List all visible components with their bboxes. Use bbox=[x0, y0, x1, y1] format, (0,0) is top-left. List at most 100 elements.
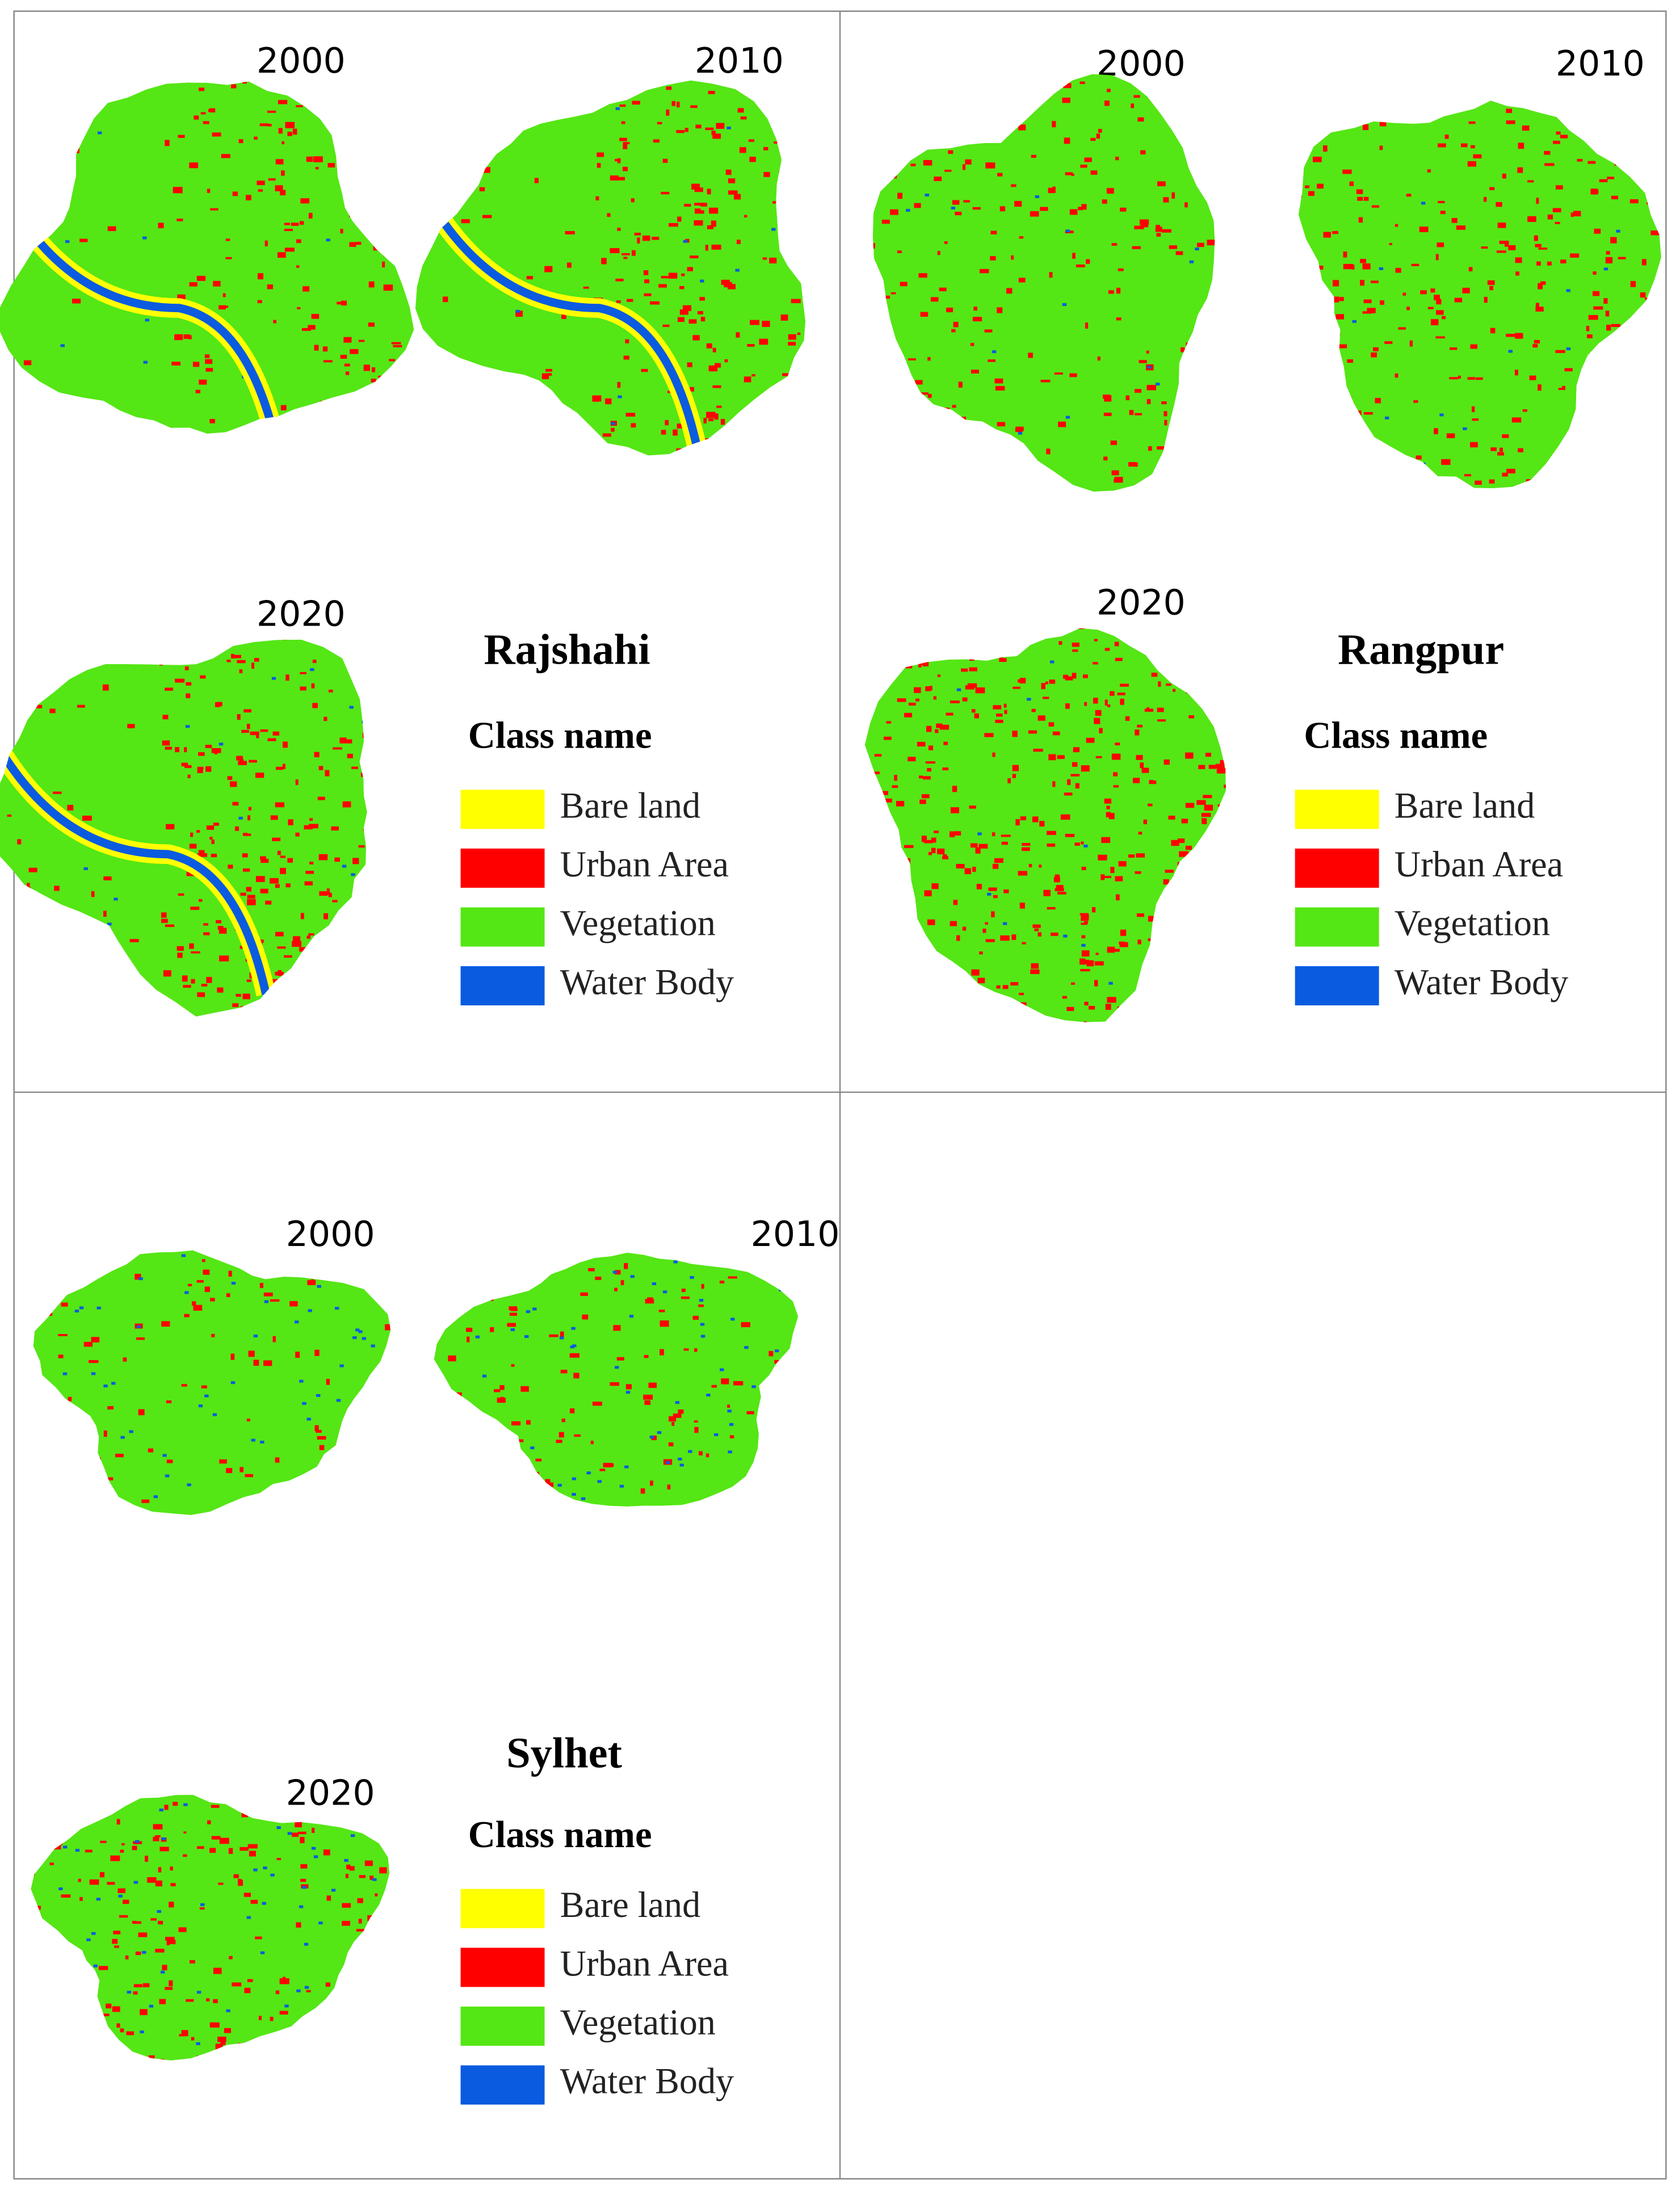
urban-patch bbox=[1111, 243, 1118, 246]
urban-patch bbox=[894, 775, 897, 781]
urban-patch bbox=[510, 1457, 519, 1461]
urban-patch bbox=[930, 297, 939, 302]
urban-patch bbox=[1331, 296, 1339, 303]
urban-patch bbox=[1162, 1012, 1166, 1017]
urban-patch bbox=[905, 858, 911, 864]
urban-patch bbox=[987, 991, 994, 996]
urban-patch bbox=[627, 299, 633, 302]
urban-patch bbox=[201, 1779, 209, 1781]
urban-patch bbox=[1072, 649, 1078, 652]
urban-patch bbox=[33, 1282, 43, 1285]
urban-patch bbox=[358, 104, 363, 107]
urban-patch bbox=[897, 192, 903, 199]
urban-patch bbox=[140, 2009, 148, 2015]
water-patch bbox=[260, 1951, 265, 1954]
urban-patch bbox=[375, 400, 378, 404]
urban-patch bbox=[1237, 317, 1244, 321]
urban-patch bbox=[1583, 120, 1593, 124]
urban-patch bbox=[989, 1001, 996, 1006]
urban-patch bbox=[1049, 272, 1053, 278]
water-patch bbox=[1421, 462, 1426, 465]
urban-patch bbox=[869, 92, 872, 95]
urban-patch bbox=[625, 413, 636, 417]
urban-patch bbox=[617, 158, 621, 163]
urban-patch bbox=[1434, 295, 1440, 300]
urban-patch bbox=[872, 243, 875, 249]
legend-label: Water Body bbox=[1395, 962, 1568, 1002]
urban-patch bbox=[929, 686, 933, 691]
urban-patch bbox=[1081, 841, 1084, 845]
urban-patch bbox=[1629, 199, 1639, 204]
urban-patch bbox=[393, 345, 402, 347]
urban-patch bbox=[872, 313, 875, 319]
urban-patch bbox=[1186, 680, 1194, 683]
urban-patch bbox=[1224, 784, 1227, 788]
urban-patch bbox=[376, 948, 379, 952]
urban-patch bbox=[1312, 430, 1320, 436]
urban-patch bbox=[621, 253, 630, 255]
urban-patch bbox=[666, 86, 672, 90]
urban-patch bbox=[70, 938, 80, 942]
urban-patch bbox=[1040, 379, 1051, 383]
urban-patch bbox=[360, 925, 366, 930]
urban-patch bbox=[398, 1293, 406, 1296]
urban-patch bbox=[300, 1479, 304, 1484]
urban-patch bbox=[1502, 434, 1509, 438]
urban-patch bbox=[110, 1855, 120, 1861]
urban-patch bbox=[694, 220, 703, 226]
urban-patch bbox=[1230, 643, 1239, 645]
urban-patch bbox=[1046, 448, 1051, 455]
water-patch bbox=[306, 1417, 311, 1421]
water-patch bbox=[469, 1461, 474, 1465]
urban-patch bbox=[669, 1416, 677, 1422]
urban-patch bbox=[71, 1823, 75, 1830]
urban-patch bbox=[1570, 453, 1575, 457]
urban-patch bbox=[1165, 870, 1174, 873]
urban-patch bbox=[1481, 60, 1488, 65]
urban-patch bbox=[883, 933, 891, 938]
water-patch bbox=[142, 236, 147, 240]
urban-patch bbox=[638, 1522, 645, 1525]
urban-patch bbox=[378, 693, 382, 699]
urban-patch bbox=[890, 877, 894, 882]
urban-patch bbox=[1018, 871, 1028, 876]
urban-patch bbox=[583, 286, 589, 289]
urban-patch bbox=[215, 1229, 223, 1234]
urban-patch bbox=[1106, 805, 1110, 809]
urban-patch bbox=[201, 1385, 207, 1388]
water-patch bbox=[111, 1382, 116, 1385]
urban-patch bbox=[448, 1460, 453, 1466]
urban-patch bbox=[1230, 241, 1235, 245]
urban-patch bbox=[941, 408, 950, 413]
urban-patch bbox=[287, 132, 292, 136]
urban-patch bbox=[1011, 255, 1014, 260]
urban-patch bbox=[1437, 242, 1444, 247]
urban-patch bbox=[1335, 464, 1343, 471]
urban-patch bbox=[448, 1355, 456, 1362]
urban-patch bbox=[348, 1006, 357, 1012]
urban-patch bbox=[1072, 253, 1076, 259]
urban-patch bbox=[309, 862, 314, 865]
urban-patch bbox=[822, 263, 825, 267]
urban-patch bbox=[874, 754, 882, 757]
urban-patch bbox=[1179, 920, 1185, 925]
urban-patch bbox=[617, 381, 621, 388]
urban-patch bbox=[393, 111, 400, 114]
urban-patch bbox=[606, 1240, 611, 1244]
urban-patch bbox=[883, 992, 892, 996]
urban-patch bbox=[883, 919, 889, 922]
urban-patch bbox=[1227, 937, 1230, 939]
urban-patch bbox=[1515, 333, 1523, 339]
urban-patch bbox=[138, 1932, 148, 1937]
urban-patch bbox=[601, 258, 607, 265]
urban-patch bbox=[1224, 920, 1227, 927]
water-patch bbox=[230, 1381, 236, 1385]
urban-patch bbox=[15, 204, 20, 208]
urban-patch bbox=[817, 316, 820, 320]
water-patch bbox=[619, 1484, 624, 1488]
urban-patch bbox=[972, 108, 980, 113]
urban-patch bbox=[1080, 81, 1085, 85]
urban-patch bbox=[812, 104, 816, 108]
urban-patch bbox=[759, 338, 768, 345]
urban-patch bbox=[1001, 841, 1008, 845]
